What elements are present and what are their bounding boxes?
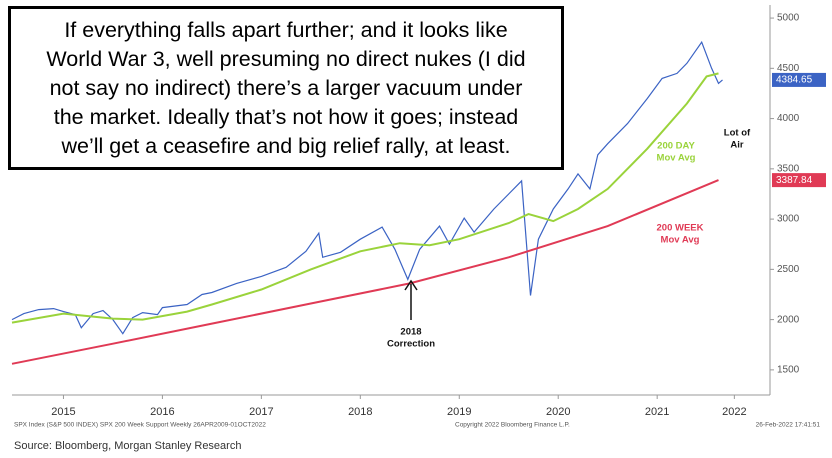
last-value-tag [772,72,826,87]
commentary-box: If everything falls apart further; and i… [8,6,564,170]
annotation: 2018 [400,327,421,338]
series-line [11,179,719,365]
x-tick-label: 2022 [722,406,746,418]
annotation: Mov Avg [661,235,700,246]
footer-right: 26-Feb-2022 17:41:51 [756,422,821,429]
x-tick-label: 2020 [546,406,570,418]
x-tick-label: 2021 [645,406,669,418]
annotation: Mov Avg [657,153,696,164]
arrow-head [404,279,418,291]
commentary-line: not say no indirect) there’s a larger va… [49,75,523,100]
y-tick-label: 4000 [777,113,800,124]
footer-mid: Copyright 2022 Bloomberg Finance L.P. [455,422,570,429]
source: Source: Bloomberg, Morgan Stanley Resear… [14,440,241,452]
y-tick-label: 2500 [777,264,800,275]
x-tick-label: 2017 [249,406,273,418]
annotation: 200 DAY [657,141,695,152]
commentary-line: World War 3, well presuming no direct nu… [46,46,526,71]
y-tick-label: 5000 [777,13,800,24]
last-value-label: 4384.65 [776,75,813,86]
x-tick-label: 2015 [51,406,75,418]
last-value-label: 3387.84 [776,175,813,186]
last-value-tag [772,173,826,188]
commentary-line: the market. Ideally that’s not how it go… [53,104,519,129]
x-tick-label: 2016 [150,406,174,418]
x-tick-label: 2019 [447,406,471,418]
annotation: 200 WEEK [657,223,704,234]
y-tick-label: 3500 [777,163,800,174]
annotation: Air [730,140,744,151]
y-tick-label: 3000 [777,214,800,225]
y-tick-label: 1500 [777,365,800,376]
y-tick-label: 2000 [777,314,800,325]
footer-left: SPX Index (S&P 500 INDEX) SPX 200 Week S… [14,422,266,429]
annotation: Correction [387,339,435,350]
annotation: Lot of [724,128,751,139]
series-line [11,72,719,324]
x-tick-label: 2018 [348,406,372,418]
commentary-line: If everything falls apart further; and i… [64,17,508,42]
y-tick-label: 4500 [777,63,800,74]
commentary-line: we’ll get a ceasefire and big relief ral… [61,133,511,158]
